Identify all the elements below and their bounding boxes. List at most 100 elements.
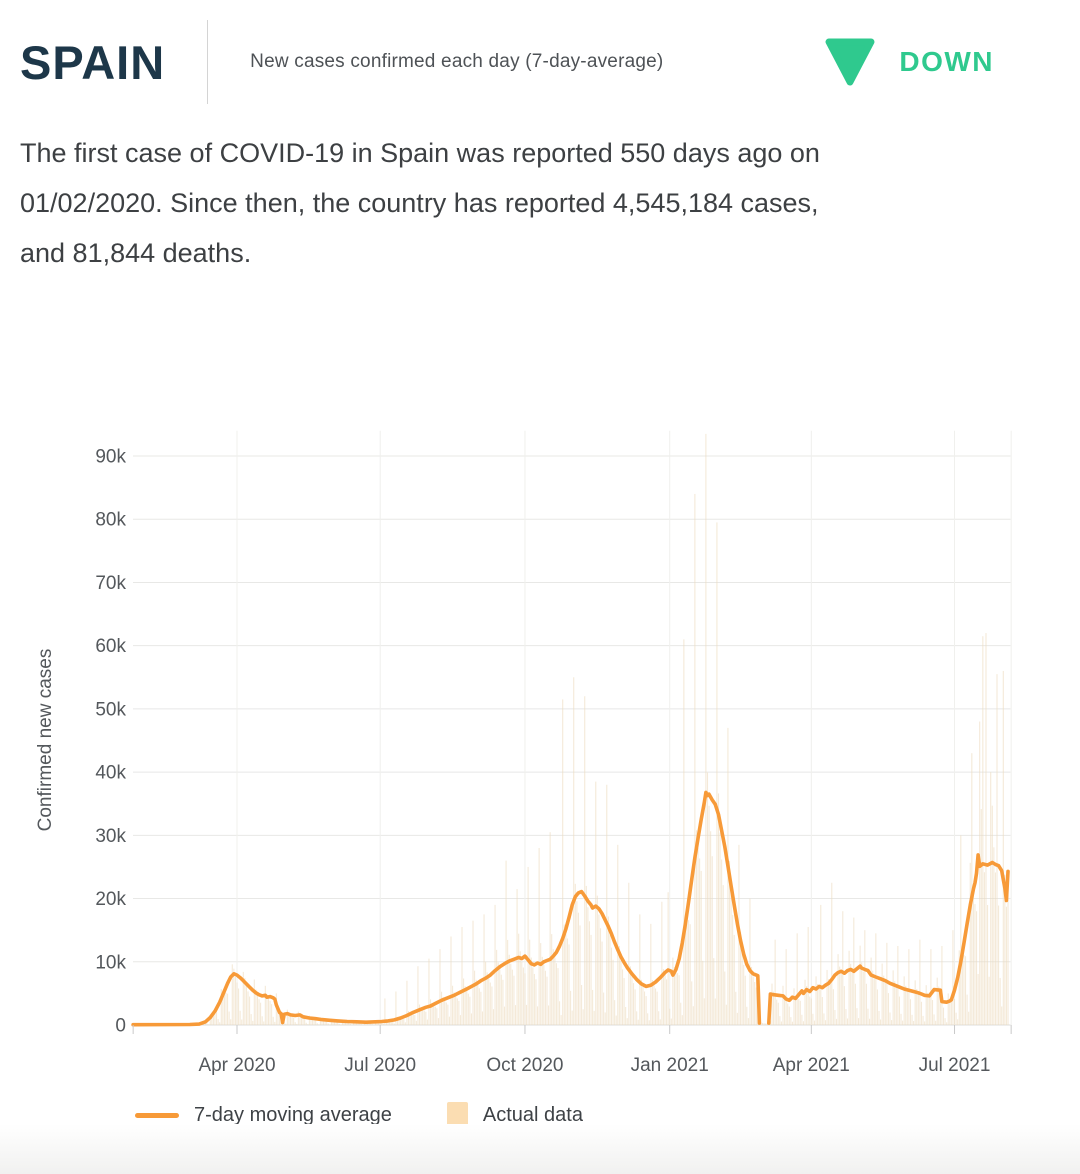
actual-data-bar [856, 1008, 858, 1025]
actual-data-bar [914, 980, 916, 1025]
actual-data-bar [261, 1016, 263, 1025]
actual-data-bar [278, 1012, 281, 1025]
actual-data-bar [835, 1018, 838, 1025]
actual-data-bar [653, 985, 655, 1025]
actual-data-bar [785, 949, 787, 1025]
actual-data-bar [452, 985, 454, 1025]
actual-data-bar [713, 958, 715, 1025]
actual-data-bar [648, 1020, 650, 1025]
actual-data-bar [813, 1020, 816, 1025]
actual-data-bar [423, 1010, 425, 1025]
actual-data-bar [316, 1023, 318, 1025]
actual-data-bar [480, 991, 482, 1025]
actual-data-bar [831, 882, 833, 1025]
actual-data-bar [936, 977, 938, 1025]
actual-data-bar [842, 911, 844, 1025]
actual-data-bar [436, 1008, 438, 1025]
actual-data-bar [286, 1009, 288, 1025]
actual-data-bar [688, 920, 690, 1025]
legend-line-label: 7-day moving average [194, 1103, 392, 1126]
actual-data-bar [908, 949, 910, 1025]
actual-data-bar [857, 1018, 860, 1025]
actual-data-bar [699, 858, 701, 1025]
actual-data-bar [700, 870, 702, 1025]
actual-data-bar [979, 721, 981, 1025]
actual-data-bar [315, 1020, 317, 1025]
actual-data-bar [212, 1013, 214, 1025]
actual-data-bar [913, 1020, 915, 1025]
actual-data-bar [466, 990, 468, 1025]
actual-data-bar [395, 991, 397, 1025]
chart-canvas: 0 10k 20k 30k 40k 50k 60k 70k 80k 90k Apr 2020 Jul … [95, 430, 1012, 1076]
actual-data-bar [658, 1011, 660, 1025]
actual-data-bar [1002, 670, 1004, 1025]
actual-data-bar [631, 976, 633, 1025]
actual-data-bar [706, 772, 709, 1025]
actual-data-bar [677, 973, 679, 1025]
actual-data-bar [357, 1022, 359, 1025]
actual-data-bar [603, 992, 605, 1025]
actual-data-bar [381, 1022, 383, 1025]
actual-data-bar [300, 1016, 303, 1025]
actual-data-bar [615, 1015, 617, 1025]
actual-data-bar [618, 946, 620, 1025]
actual-data-bar [650, 923, 652, 1025]
actual-data-bar [467, 993, 469, 1025]
actual-data-bar [302, 1018, 304, 1025]
x-tick-label: Jul 2020 [344, 1055, 416, 1076]
actual-data-bar [285, 1023, 287, 1025]
actual-data-bar [463, 978, 465, 1025]
actual-data-bar [433, 1005, 435, 1025]
actual-data-bar [966, 994, 968, 1025]
actual-data-bar [592, 989, 594, 1025]
actual-data-bar [469, 996, 471, 1025]
actual-data-bar [865, 983, 867, 1025]
actual-data-bar [998, 905, 1000, 1025]
actual-data-bar [791, 1021, 793, 1025]
actual-data-bar [318, 1024, 320, 1025]
actual-data-bar [392, 1021, 394, 1025]
actual-data-bar [458, 1000, 460, 1025]
actual-data-bar [546, 976, 548, 1025]
actual-data-bar [991, 805, 993, 1025]
actual-data-bar [508, 954, 510, 1025]
actual-data-bar [903, 976, 905, 1025]
actual-data-bar [570, 990, 572, 1025]
actual-data-bar [227, 993, 229, 1025]
actual-data-bar [581, 984, 583, 1025]
actual-data-bar [968, 1011, 970, 1025]
actual-data-bar [573, 677, 575, 1025]
actual-data-bar [359, 1022, 361, 1025]
actual-data-bar [491, 986, 493, 1025]
actual-data-bar [249, 996, 251, 1025]
actual-data-bar [780, 1021, 782, 1025]
x-tick-label: Oct 2020 [486, 1055, 563, 1076]
actual-data-bar [585, 885, 587, 1025]
actual-data-bar [258, 999, 260, 1025]
actual-data-bar [735, 991, 737, 1025]
actual-data-bar [439, 949, 441, 1025]
actual-data-bar [481, 1011, 484, 1025]
legend: 7-day moving average Actual data [135, 1098, 583, 1132]
actual-data-bar [776, 999, 778, 1025]
actual-data-bar [645, 996, 647, 1025]
actual-data-bar [702, 960, 704, 1025]
actual-data-bar [584, 696, 586, 1025]
actual-data-bar [661, 901, 663, 1025]
actual-data-bar [666, 979, 668, 1025]
actual-data-bar [560, 1015, 562, 1025]
actual-data-bar [593, 1010, 595, 1025]
actual-data-bar [236, 982, 238, 1025]
moving-average-line [131, 790, 762, 1027]
actual-data-bar [319, 1017, 321, 1025]
actual-data-bar [607, 916, 609, 1025]
actual-data-bar [771, 983, 773, 1025]
actual-data-bar [338, 1023, 340, 1025]
actual-data-bar [255, 989, 257, 1025]
y-tick-label: 40k [95, 763, 126, 784]
actual-data-bar [839, 966, 841, 1025]
actual-data-bar [878, 1010, 880, 1025]
actual-data-bar [606, 784, 608, 1025]
actual-data-bar [393, 1023, 395, 1025]
actual-data-bar [993, 847, 995, 1025]
